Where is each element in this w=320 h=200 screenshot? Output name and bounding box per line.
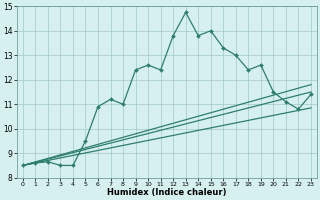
X-axis label: Humidex (Indice chaleur): Humidex (Indice chaleur) <box>107 188 227 197</box>
